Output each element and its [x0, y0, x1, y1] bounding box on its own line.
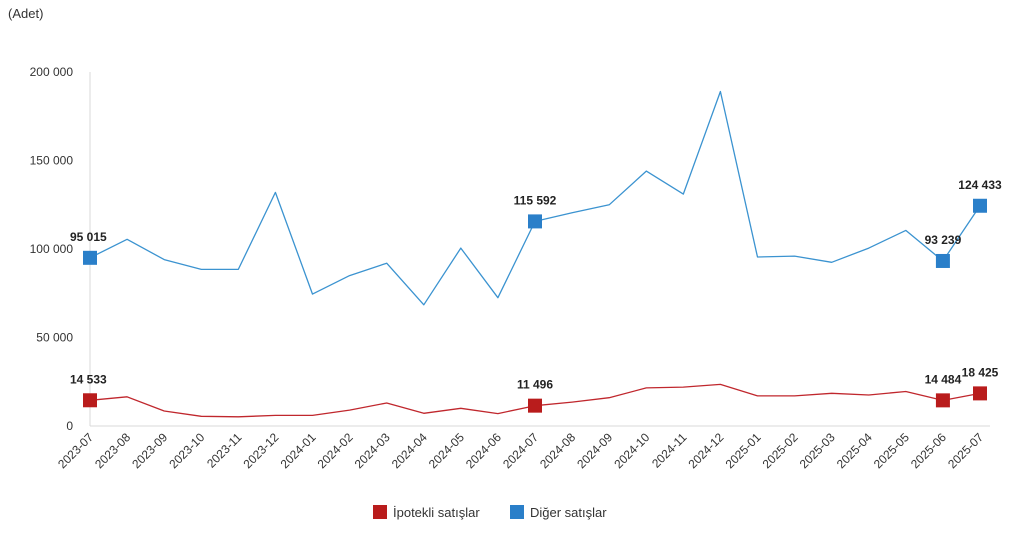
data-labels: 14 533 11 496 14 484 18 425 95 015 115 592 93 …	[70, 178, 1002, 392]
series-layer	[83, 90, 987, 418]
x-tick-label: 2024-03	[352, 430, 393, 471]
x-tick-label: 2025-07	[945, 430, 986, 471]
legend-label: Diğer satışlar	[530, 505, 607, 520]
data-label: 11 496	[517, 378, 553, 392]
x-tick-label: 2024-01	[278, 430, 319, 471]
x-tick-label: 2025-04	[834, 430, 875, 471]
x-tick-label: 2024-12	[685, 430, 726, 471]
x-tick-label: 2023-12	[240, 430, 281, 471]
unit-label: (Adet)	[8, 6, 43, 21]
x-tick-label: 2024-07	[500, 430, 541, 471]
data-point-marker	[528, 214, 542, 229]
data-label: 14 484	[925, 372, 962, 386]
data-point-marker	[935, 393, 950, 408]
x-tick-label: 2024-11	[649, 430, 690, 471]
y-tick-label: 100 000	[30, 242, 74, 256]
data-label: 115 592	[514, 193, 557, 207]
data-point-marker	[83, 250, 97, 265]
x-tick-label: 2025-01	[723, 430, 764, 471]
legend-swatch	[510, 505, 524, 519]
x-tick-labels: 2023-072023-082023-092023-102023-112023-…	[55, 430, 986, 471]
data-point-marker	[83, 393, 97, 408]
x-tick-label: 2024-04	[389, 430, 430, 471]
x-tick-label: 2024-05	[426, 430, 467, 471]
y-tick-label: 50 000	[36, 331, 73, 345]
legend: İpotekli satışlar Diğer satışlar	[373, 505, 607, 520]
x-tick-label: 2025-03	[797, 430, 838, 471]
x-tick-label: 2023-07	[55, 430, 96, 471]
x-tick-label: 2023-09	[129, 430, 170, 471]
x-tick-label: 2024-10	[611, 430, 652, 471]
x-tick-label: 2024-06	[463, 430, 504, 471]
data-label: 95 015	[70, 230, 107, 244]
y-tick-label: 200 000	[30, 65, 74, 79]
x-tick-label: 2025-02	[760, 430, 801, 471]
legend-label: İpotekli satışlar	[393, 505, 480, 520]
data-label: 93 239	[925, 233, 962, 247]
x-tick-label: 2023-10	[166, 430, 207, 471]
y-tick-label: 0	[66, 419, 73, 433]
data-label: 124 433	[958, 178, 1002, 192]
data-label: 18 425	[962, 365, 999, 379]
data-label: 14 533	[70, 372, 107, 386]
x-tick-label: 2024-02	[315, 430, 356, 471]
data-point-marker	[973, 198, 987, 213]
y-tick-labels: 0 50 000 100 000 150 000 200 000	[30, 65, 74, 433]
legend-swatch	[373, 505, 387, 519]
data-point-marker	[973, 386, 987, 401]
data-point-marker	[935, 253, 950, 268]
x-tick-label: 2023-08	[92, 430, 133, 471]
x-tick-label: 2024-08	[537, 430, 578, 471]
x-tick-label: 2024-09	[574, 430, 615, 471]
x-tick-label: 2025-05	[871, 430, 912, 471]
data-point-marker	[528, 398, 542, 413]
x-tick-label: 2025-06	[908, 430, 949, 471]
y-tick-label: 150 000	[30, 154, 74, 168]
x-tick-label: 2023-11	[204, 430, 245, 471]
